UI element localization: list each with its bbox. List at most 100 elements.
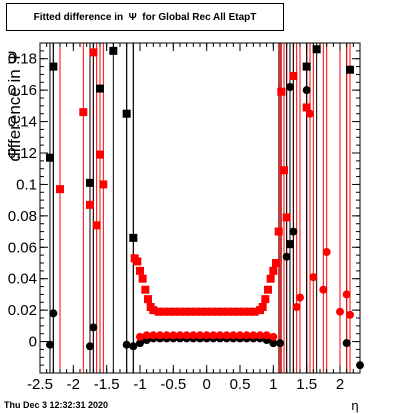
x-tick-label: -1 bbox=[133, 376, 146, 393]
data-point-square bbox=[96, 150, 104, 159]
data-point-square bbox=[224, 307, 232, 316]
y-tick-label: 0.14 bbox=[8, 114, 37, 131]
data-point-square bbox=[99, 180, 108, 189]
data-point-circle bbox=[182, 331, 191, 340]
x-tick-label: 2 bbox=[336, 376, 344, 393]
y-tick-label: 0.12 bbox=[8, 145, 37, 162]
data-point-circle bbox=[319, 285, 328, 294]
data-point-square bbox=[56, 185, 64, 194]
data-point-square bbox=[282, 213, 291, 222]
x-tick-label: -1.5 bbox=[94, 376, 120, 393]
data-point-square bbox=[346, 65, 354, 74]
data-point-circle bbox=[346, 310, 354, 319]
data-point-square bbox=[122, 109, 131, 118]
data-point-square bbox=[170, 307, 179, 316]
data-point-square bbox=[96, 84, 104, 93]
data-point-circle bbox=[196, 331, 204, 340]
y-axis: 0 0.02 0.04 0.06 0.08 0.1 0.12 0.14 0.16 0.18 bbox=[8, 42, 360, 374]
data-point-square bbox=[202, 307, 211, 316]
chart-title: Fitted difference in Ψ for Global Rec Al… bbox=[33, 12, 257, 23]
data-point-square bbox=[133, 257, 142, 266]
data-point-circle bbox=[286, 83, 294, 91]
data-point-circle bbox=[49, 309, 58, 318]
data-point-square bbox=[302, 103, 311, 112]
data-point-circle bbox=[136, 332, 144, 341]
data-point-circle bbox=[309, 273, 318, 282]
data-point-circle bbox=[149, 331, 158, 340]
data-point-circle bbox=[262, 331, 271, 340]
data-point-square bbox=[266, 274, 275, 283]
x-tick-label: 1.5 bbox=[296, 376, 317, 393]
data-point-circle bbox=[292, 303, 301, 311]
data-point-square bbox=[49, 62, 58, 71]
data-point-square bbox=[312, 45, 321, 54]
data-point-square bbox=[109, 46, 118, 55]
data-point-square bbox=[176, 307, 184, 316]
x-tick-label: -0.5 bbox=[160, 376, 186, 393]
data-point-circle bbox=[342, 290, 351, 299]
data-point-square bbox=[141, 285, 150, 294]
y-tick-label: 0.04 bbox=[8, 271, 37, 288]
data-point-square bbox=[264, 285, 272, 294]
data-point-circle bbox=[276, 339, 284, 348]
data-point-circle bbox=[296, 293, 304, 302]
data-point-square bbox=[245, 307, 254, 316]
data-point-square bbox=[272, 259, 280, 267]
data-point-square bbox=[46, 153, 54, 162]
data-markers bbox=[46, 45, 364, 370]
data-point-circle bbox=[46, 340, 54, 349]
data-point-circle bbox=[216, 331, 224, 340]
data-point-square bbox=[302, 62, 311, 71]
x-tick-label: 1 bbox=[269, 376, 277, 393]
y-tick-label: 0 bbox=[29, 334, 37, 351]
data-point-circle bbox=[336, 307, 344, 316]
y-axis-label: difference in Ψ bbox=[5, 50, 24, 161]
x-tick-label: 0 bbox=[202, 376, 210, 393]
x-tick-label: -2.5 bbox=[27, 376, 53, 393]
data-point-circle bbox=[306, 109, 314, 118]
data-point-square bbox=[229, 307, 238, 316]
y-tick-label: 0.06 bbox=[8, 239, 37, 256]
x-axis: -2.5 -2 -1.5 -1 -0.5 0 0.5 1 1.5 2 bbox=[27, 43, 361, 393]
data-point-square bbox=[261, 295, 270, 304]
data-point-circle bbox=[189, 331, 198, 340]
data-point-square bbox=[144, 295, 152, 304]
data-point-square bbox=[136, 266, 144, 275]
data-point-square bbox=[289, 72, 298, 80]
data-point-circle bbox=[282, 252, 291, 261]
data-point-circle bbox=[269, 339, 278, 348]
title-box: Fitted difference in Ψ for Global Rec Al… bbox=[6, 3, 284, 31]
data-point-circle bbox=[129, 342, 138, 351]
data-point-circle bbox=[162, 331, 171, 340]
data-point-square bbox=[277, 87, 286, 96]
timestamp-footer: Thu Dec 3 12:32:31 2020 bbox=[4, 400, 109, 410]
x-axis-label: η bbox=[351, 398, 358, 413]
data-point-square bbox=[192, 307, 200, 316]
data-point-square bbox=[138, 274, 147, 283]
data-point-circle bbox=[176, 331, 184, 340]
data-point-square bbox=[86, 200, 94, 209]
data-point-circle bbox=[342, 339, 351, 348]
data-point-circle bbox=[86, 342, 94, 351]
y-tick-label: 0.16 bbox=[8, 82, 37, 99]
data-point-circle bbox=[302, 86, 311, 95]
data-point-circle bbox=[209, 331, 218, 340]
data-point-square bbox=[280, 166, 288, 175]
y-tick-label: 0.08 bbox=[8, 208, 37, 225]
data-point-circle bbox=[156, 331, 164, 340]
x-tick-label: -2 bbox=[67, 376, 80, 393]
data-point-square bbox=[149, 306, 158, 315]
data-point-square bbox=[89, 48, 98, 57]
data-point-square bbox=[250, 307, 259, 316]
data-point-square bbox=[240, 307, 248, 316]
data-point-square bbox=[165, 307, 174, 316]
data-point-square bbox=[129, 233, 138, 242]
data-point-circle bbox=[122, 340, 131, 349]
data-point-circle bbox=[142, 331, 151, 340]
data-point-circle bbox=[222, 331, 231, 340]
data-point-circle bbox=[89, 323, 98, 332]
data-point-square bbox=[258, 303, 267, 311]
data-point-square bbox=[154, 307, 163, 316]
data-point-square bbox=[213, 307, 222, 316]
data-point-circle bbox=[236, 331, 244, 340]
